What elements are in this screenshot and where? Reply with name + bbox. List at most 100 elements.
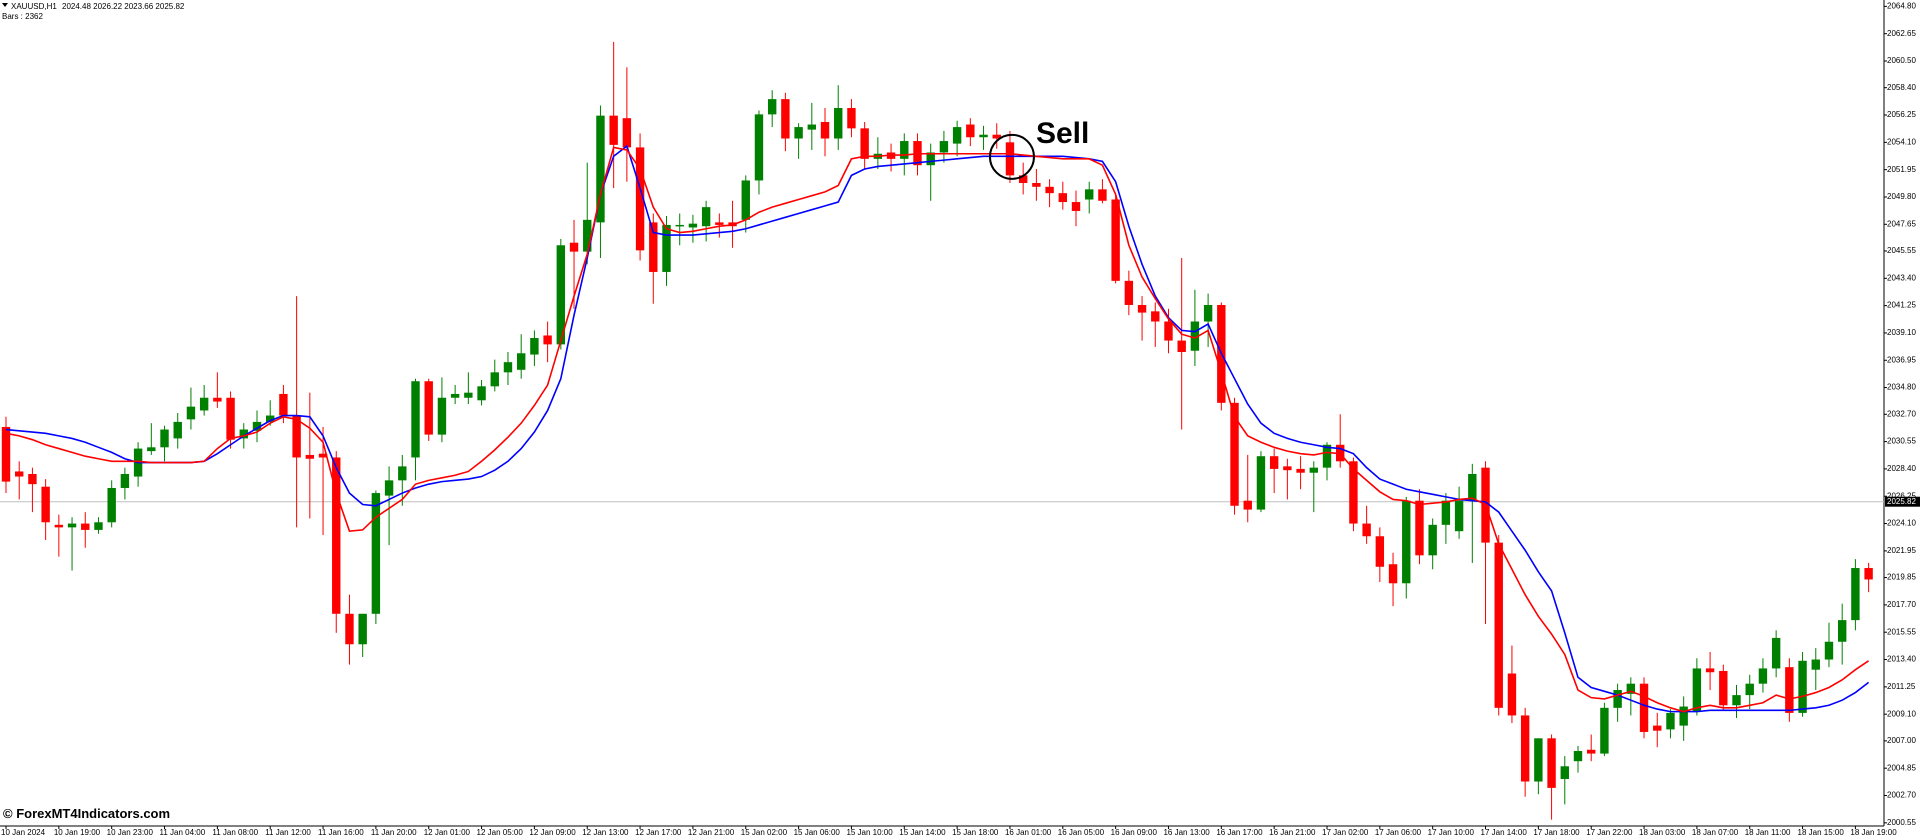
y-tick-label: 2034.80 (1887, 383, 1916, 392)
candle-body (1666, 712, 1675, 730)
candle-body (1190, 321, 1200, 351)
candle-body (292, 415, 301, 458)
candle-body (1375, 536, 1385, 567)
y-tick-label: 2064.80 (1887, 1, 1916, 10)
y-tick-label: 2024.10 (1887, 519, 1916, 528)
y-tick-label: 2039.10 (1887, 328, 1916, 337)
candle-body (688, 223, 698, 228)
candle-body (1613, 690, 1622, 708)
x-tick-label: 12 Jan 13:00 (582, 828, 629, 837)
candle-body (1230, 402, 1239, 506)
candle-body (900, 141, 909, 159)
x-tick-label: 18 Jan 07:00 (1692, 828, 1739, 837)
x-tick-label: 11 Jan 04:00 (160, 828, 206, 837)
candle-body (1758, 668, 1768, 684)
candle-body (1256, 456, 1266, 510)
y-tick-label: 2032.70 (1887, 409, 1916, 418)
candle-body (226, 397, 235, 440)
candle-body (503, 362, 513, 373)
x-tick-label: 15 Jan 14:00 (899, 828, 946, 837)
candle-body (807, 124, 817, 130)
candle-body (1811, 659, 1820, 670)
x-tick-label: 10 Jan 2024 (1, 828, 46, 837)
candle-body (411, 381, 420, 458)
y-tick-label: 2045.55 (1887, 246, 1916, 255)
y-tick-label: 2000.55 (1887, 818, 1916, 827)
candle-body (450, 393, 460, 398)
moving-average-line (5, 144, 1870, 713)
candle-body (1415, 500, 1424, 556)
y-tick-label: 2009.10 (1887, 709, 1916, 718)
candle-body (477, 386, 486, 401)
candle-body (1798, 660, 1807, 713)
candle-body (199, 397, 209, 411)
candle-body (1177, 340, 1186, 353)
y-tick-label: 2043.40 (1887, 273, 1916, 282)
candle-body (1560, 766, 1569, 779)
x-tick-label: 17 Jan 10:00 (1428, 828, 1475, 837)
candle-body (715, 222, 724, 225)
candle-body (635, 147, 645, 251)
x-tick-label: 18 Jan 03:00 (1639, 828, 1686, 837)
candle-body (1164, 321, 1173, 341)
candle-body (979, 134, 988, 138)
candle-body (398, 466, 407, 481)
candle-body (464, 392, 473, 398)
candle-body (1283, 466, 1292, 471)
candle-body (1705, 668, 1715, 673)
y-tick-label: 2060.50 (1887, 56, 1916, 65)
candle-body (1494, 542, 1503, 708)
candle-body (675, 224, 684, 227)
candle-body (649, 222, 658, 272)
candle-body (437, 397, 447, 435)
candle-body (1349, 461, 1358, 524)
candle-body (530, 338, 539, 355)
candle-body (1679, 706, 1688, 726)
candle-body (583, 219, 592, 252)
candle-body (781, 99, 790, 139)
y-tick-label: 2047.65 (1887, 219, 1916, 228)
candle-body (569, 242, 579, 252)
candle-body (358, 613, 367, 645)
menu-arrow (2, 3, 8, 7)
candle-body (1124, 280, 1134, 305)
y-tick-label: 2015.55 (1887, 627, 1916, 636)
candle-body (1785, 667, 1794, 713)
y-tick-label: 2056.25 (1887, 110, 1916, 119)
candle-body (556, 245, 566, 345)
candle-body (847, 108, 856, 129)
y-tick-label: 2002.70 (1887, 791, 1916, 800)
candle-body (1468, 473, 1477, 501)
candle-body (1851, 568, 1860, 621)
candle-body (662, 224, 671, 272)
candle-body (318, 453, 328, 458)
bars-count: Bars : 2362 (2, 12, 43, 21)
candle-body (1534, 738, 1543, 782)
y-tick-label: 2041.25 (1887, 301, 1916, 310)
candle-body (41, 486, 50, 523)
candle-body (754, 114, 764, 181)
x-tick-label: 12 Jan 01:00 (424, 828, 471, 837)
candle-body (622, 118, 632, 148)
candle-body (1111, 199, 1120, 281)
candle-body (1137, 304, 1147, 313)
candle-body (1, 426, 11, 482)
candle-body (54, 524, 64, 528)
candle-body (279, 393, 288, 416)
candle-body (239, 429, 248, 439)
candle-body (1547, 738, 1556, 788)
candle-body (609, 115, 618, 145)
candle-body (371, 493, 381, 614)
candle-body (81, 523, 90, 530)
candle-body (992, 134, 1001, 139)
x-tick-label: 17 Jan 06:00 (1375, 828, 1422, 837)
candle-body (345, 613, 354, 645)
x-tick-label: 11 Jan 20:00 (371, 828, 417, 837)
candle-body (1653, 725, 1662, 731)
candle-body (741, 180, 750, 220)
x-tick-label: 12 Jan 17:00 (635, 828, 682, 837)
x-tick-label: 15 Jan 10:00 (846, 828, 893, 837)
x-tick-label: 16 Jan 01:00 (1005, 828, 1052, 837)
